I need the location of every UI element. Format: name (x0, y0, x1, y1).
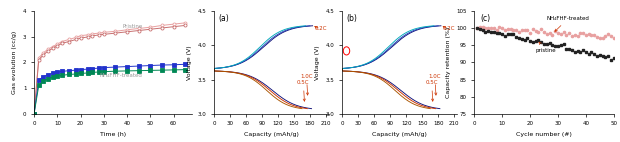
Y-axis label: Capacity retention (%): Capacity retention (%) (446, 27, 451, 98)
Text: 0.2C: 0.2C (314, 26, 327, 31)
X-axis label: Time (h): Time (h) (100, 132, 126, 137)
Text: NH₄FHF-treated: NH₄FHF-treated (547, 16, 590, 31)
Text: pristine: pristine (536, 42, 556, 53)
Text: (a): (a) (218, 14, 229, 23)
Text: 0.5C: 0.5C (297, 80, 309, 101)
Y-axis label: Voltage (V): Voltage (V) (187, 45, 192, 80)
Text: 0.2C: 0.2C (443, 26, 455, 31)
X-axis label: Capacity (mAh/g): Capacity (mAh/g) (244, 132, 299, 137)
Text: (c): (c) (480, 14, 490, 23)
Text: 1.0C: 1.0C (428, 74, 441, 95)
Text: (b): (b) (347, 14, 358, 23)
Text: Pristine: Pristine (122, 24, 143, 29)
Y-axis label: Gas evolution (cc/g): Gas evolution (cc/g) (12, 31, 17, 94)
X-axis label: Capacity (mAh/g): Capacity (mAh/g) (372, 132, 427, 137)
Text: 0.5C: 0.5C (425, 80, 438, 101)
X-axis label: Cycle number (#): Cycle number (#) (516, 132, 572, 137)
Y-axis label: Voltage (V): Voltage (V) (316, 45, 321, 80)
Text: NH₄FHF-treated: NH₄FHF-treated (99, 73, 142, 78)
Text: 1.0C: 1.0C (300, 74, 313, 95)
